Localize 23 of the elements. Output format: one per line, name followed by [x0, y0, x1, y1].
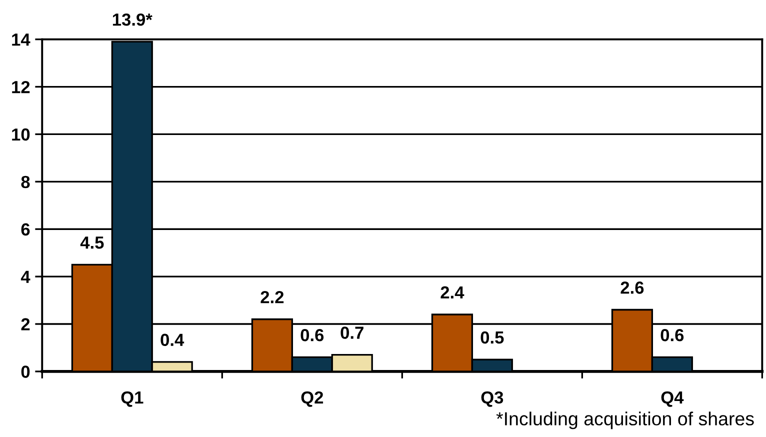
- data-label: 2.4: [440, 286, 464, 298]
- data-label: 0.7: [340, 326, 364, 339]
- x-tick-label: Q2: [301, 391, 324, 407]
- y-tick-label: 8: [21, 176, 30, 188]
- y-tick-label: 6: [21, 223, 30, 236]
- text: *Including acquisition of shares: [496, 412, 754, 430]
- data-label: 0.5: [480, 331, 504, 344]
- data-label: 4.5: [80, 236, 104, 249]
- y-tick-label: 14: [12, 34, 30, 46]
- y-tick-label: 12: [12, 80, 30, 94]
- y-tick-label: 4: [20, 270, 30, 283]
- data-label: 0.6: [300, 328, 324, 342]
- x-tick-label: Q4: [661, 391, 684, 407]
- data-label: 2.2: [260, 291, 284, 304]
- data-label: 13.9*: [112, 13, 152, 26]
- y-tick-label: 0: [21, 366, 30, 378]
- y-tick-label: 10: [12, 128, 30, 141]
- data-label: 0.4: [160, 334, 184, 346]
- data-label: 2.6: [620, 282, 644, 294]
- x-tick-label: Q1: [121, 391, 144, 407]
- y-tick-label: 2: [21, 318, 30, 330]
- x-tick-label: Q3: [481, 391, 504, 407]
- data-label: 0.6: [660, 328, 684, 342]
